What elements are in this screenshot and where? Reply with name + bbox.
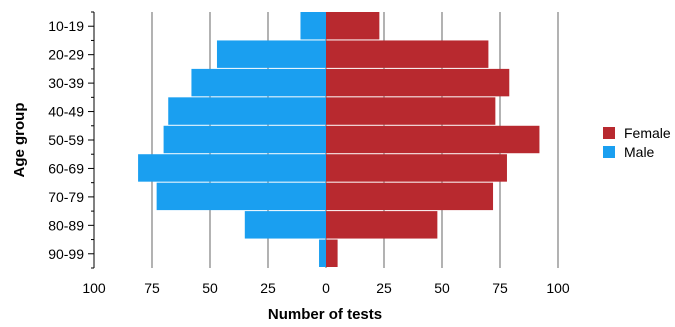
bar-female-40-49: [326, 97, 496, 125]
bar-female-20-29: [326, 40, 489, 68]
x-tick-label: 75: [144, 280, 160, 296]
axes: 10-19 20-29 30-39 40-49 50-59 60-69 70-79 80-89…: [48, 11, 570, 296]
legend-swatch-female: [603, 127, 615, 139]
bar-female-30-39: [326, 68, 510, 97]
bar-male-70-79: [156, 182, 326, 211]
y-tick-label: 40-49: [48, 104, 84, 120]
bar-male-90-99: [319, 239, 326, 267]
x-tick-label: 50: [202, 280, 218, 296]
x-tick-label: 100: [82, 280, 106, 296]
bars: [138, 12, 540, 267]
legend-label-female: Female: [624, 125, 671, 141]
bar-male-30-39: [191, 68, 326, 97]
legend-swatch-male: [603, 146, 615, 158]
legend: Female Male: [603, 125, 671, 160]
x-tick-label: 75: [492, 280, 508, 296]
bar-male-40-49: [168, 97, 326, 125]
y-tick-label: 10-19: [48, 18, 84, 34]
bar-female-70-79: [326, 182, 494, 211]
legend-label-male: Male: [624, 144, 655, 160]
bar-male-20-29: [216, 40, 326, 68]
y-tick-label: 30-39: [48, 75, 84, 91]
bar-female-10-19: [326, 12, 380, 40]
bar-male-60-69: [138, 154, 326, 182]
bar-female-60-69: [326, 154, 507, 182]
x-axis-title: Number of tests: [268, 306, 382, 322]
bar-female-90-99: [326, 239, 338, 267]
x-tick-label: 0: [322, 280, 330, 296]
x-tick-label: 100: [546, 280, 570, 296]
bar-male-80-89: [244, 211, 326, 239]
bar-male-10-19: [300, 12, 326, 40]
x-tick-label: 25: [260, 280, 276, 296]
y-tick-label: 20-29: [48, 47, 84, 63]
bar-female-50-59: [326, 125, 540, 154]
y-tick-label: 80-89: [48, 217, 84, 233]
y-tick-label: 70-79: [48, 189, 84, 205]
bar-female-80-89: [326, 211, 438, 239]
x-tick-label: 50: [434, 280, 450, 296]
x-tick-label: 25: [376, 280, 392, 296]
y-tick-label: 50-59: [48, 132, 84, 148]
y-axis-title: Age group: [11, 103, 28, 178]
bar-male-50-59: [163, 125, 326, 154]
y-tick-label: 90-99: [48, 246, 84, 262]
y-tick-label: 60-69: [48, 160, 84, 176]
